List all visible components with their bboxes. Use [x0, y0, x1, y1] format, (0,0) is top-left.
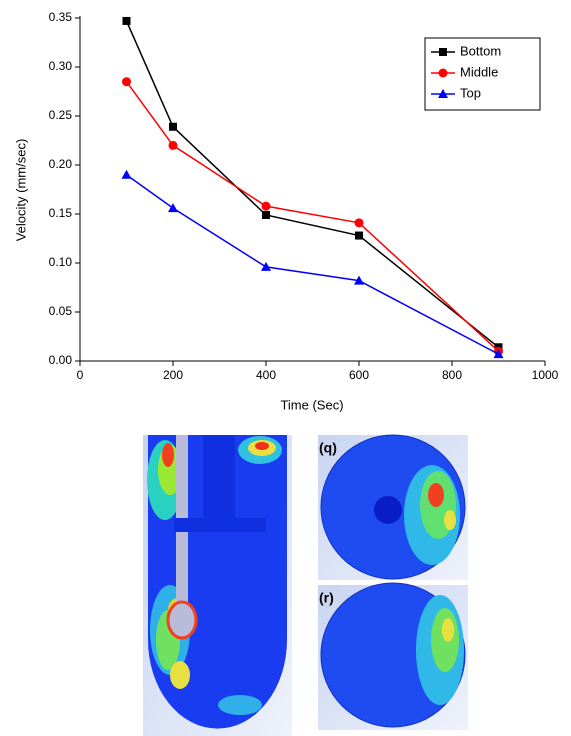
x-tick-label: 0 [77, 368, 84, 382]
data-point [168, 203, 178, 213]
y-tick-label: 0.30 [49, 59, 73, 73]
y-axis-title: Velocity (mm/sec) [13, 139, 28, 242]
legend-marker [438, 68, 448, 78]
series-line [125, 81, 500, 352]
x-tick-label: 800 [442, 368, 462, 382]
data-point [261, 201, 271, 211]
x-tick-label: 400 [256, 368, 276, 382]
x-tick-label: 600 [349, 368, 369, 382]
legend-entry: Middle [460, 64, 498, 79]
series-line [126, 174, 499, 355]
y-tick-label: 0.10 [49, 255, 73, 269]
data-point [355, 231, 363, 240]
cfd-section-q [318, 434, 468, 580]
x-tick-label: 1000 [532, 368, 559, 382]
y-tick-label: 0.35 [49, 10, 73, 24]
image-label: (q) [319, 440, 337, 456]
legend-marker [438, 89, 448, 98]
y-tick-label: 0.25 [49, 108, 73, 122]
x-axis-title: Time (Sec) [280, 397, 343, 412]
data-point [262, 210, 270, 219]
data-point [169, 122, 177, 131]
cfd-vessel-image [143, 435, 292, 736]
y-tick-label: 0.05 [49, 304, 73, 318]
data-point [354, 275, 364, 285]
legend-entry: Bottom [460, 43, 501, 58]
legend-entry: Top [460, 85, 481, 100]
y-tick-label: 0.20 [49, 157, 73, 171]
data-point [122, 16, 131, 25]
y-tick-label: 0.15 [49, 206, 73, 220]
legend-marker [439, 48, 447, 56]
data-point [493, 349, 504, 359]
data-point [121, 169, 132, 179]
data-point [354, 218, 364, 228]
data-point [122, 77, 131, 87]
image-label: (r) [319, 590, 334, 606]
data-point [261, 261, 271, 271]
cfd-section-r [318, 582, 468, 730]
x-tick-label: 200 [163, 368, 183, 382]
data-point [168, 140, 178, 150]
y-tick-label: 0.00 [49, 353, 73, 367]
